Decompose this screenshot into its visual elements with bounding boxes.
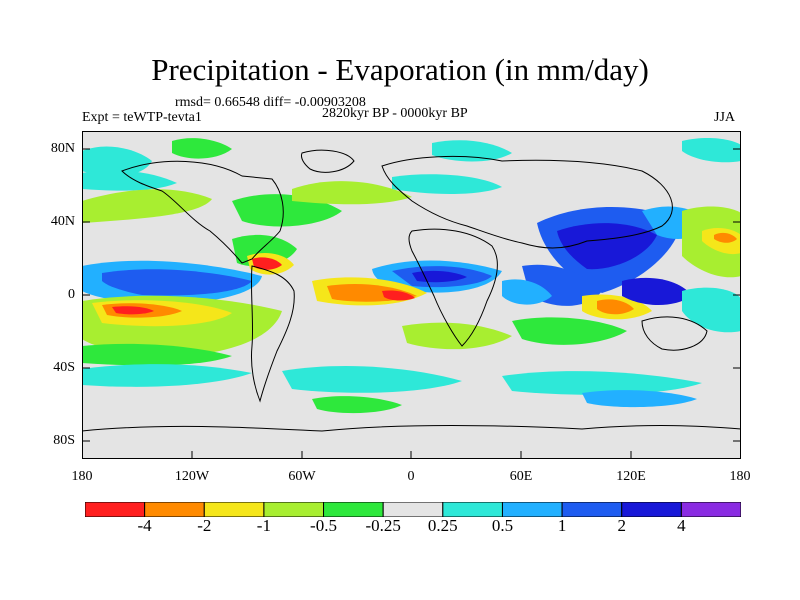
colorbar-label: 2	[617, 516, 626, 535]
north-america	[121, 160, 284, 264]
colorbar-swatch	[680, 502, 741, 517]
colorbar-label: -2	[197, 516, 212, 535]
contour-fill	[82, 189, 212, 223]
colorbar-swatch	[561, 502, 623, 517]
contour-fill	[512, 317, 627, 345]
colorbar-swatch	[323, 502, 384, 517]
eurasia	[381, 155, 673, 249]
coastlines	[82, 149, 741, 432]
contour-fill	[582, 390, 697, 408]
stats-label: rmsd= 0.66548 diff= -0.00903208	[175, 95, 366, 110]
colorbar-swatch	[382, 502, 444, 517]
period-label: 2820kyr BP - 0000kyr BP	[322, 106, 468, 121]
map-title: Precipitation - Evaporation (in mm/day)	[151, 52, 649, 87]
y-tick-label: 0	[68, 287, 75, 302]
y-tick-label: 40S	[53, 360, 75, 375]
season-label: JJA	[714, 110, 736, 125]
contour-fill	[112, 306, 154, 315]
x-tick-label: 180	[71, 469, 93, 484]
x-tick-label: 120W	[174, 469, 210, 484]
contour-fill	[622, 277, 692, 306]
colorbar-swatch	[144, 502, 205, 517]
contour-fill	[714, 232, 737, 243]
contour-fill	[252, 257, 282, 270]
colorbar-swatch	[621, 502, 682, 517]
x-tick-label: 60E	[509, 469, 533, 484]
colorbar-label: 0.5	[491, 516, 514, 535]
x-tick-label: 60W	[288, 469, 316, 484]
africa	[408, 228, 498, 347]
colorbar-label: 4	[677, 516, 686, 535]
world-map	[82, 131, 741, 459]
contour-fill	[82, 364, 252, 387]
contour-fill	[312, 396, 402, 414]
contour-fill	[282, 366, 462, 393]
contour-fill	[392, 174, 502, 194]
contour-fill	[82, 170, 177, 191]
south-america	[250, 265, 295, 403]
antarctica	[82, 425, 741, 432]
contour-fill	[597, 299, 634, 315]
colorbar-label: 0.25	[427, 516, 458, 535]
x-tick-label: 120E	[616, 469, 646, 484]
colorbar-label: -0.25	[365, 516, 401, 535]
colorbar	[85, 502, 741, 517]
colorbar-swatch	[85, 502, 146, 517]
contour-fill	[682, 287, 741, 333]
colorbar-label: -0.5	[310, 516, 337, 535]
experiment-label: Expt = teWTP-tevta1	[82, 110, 202, 125]
colorbar-swatch	[442, 502, 503, 517]
contour-fill	[402, 322, 512, 350]
y-tick-label: 80N	[50, 141, 75, 156]
y-tick-label: 40N	[50, 214, 75, 229]
contour-fill	[682, 138, 741, 163]
contour-fill	[82, 146, 152, 177]
contour-fill	[292, 181, 412, 205]
australia	[641, 316, 708, 351]
colorbar-label: -1	[256, 516, 271, 535]
precip-minus-evap-contours	[82, 138, 741, 414]
y-tick-label: 80S	[53, 433, 75, 448]
contour-fill	[102, 269, 252, 296]
contour-fill	[502, 279, 552, 305]
colorbar-label: -4	[137, 516, 152, 535]
contour-fill	[82, 343, 232, 366]
colorbar-swatch	[263, 502, 325, 517]
colorbar-label: 1	[557, 516, 567, 535]
greenland	[301, 149, 355, 173]
contour-fill	[172, 138, 232, 159]
contour-fill	[502, 371, 702, 395]
contour-fill	[382, 290, 415, 301]
x-tick-label: 0	[407, 469, 415, 484]
colorbar-swatch	[203, 502, 265, 517]
contour-fill	[557, 223, 657, 270]
axis-ticks	[82, 148, 741, 459]
x-tick-label: 180	[729, 469, 751, 484]
colorbar-swatch	[501, 502, 563, 517]
